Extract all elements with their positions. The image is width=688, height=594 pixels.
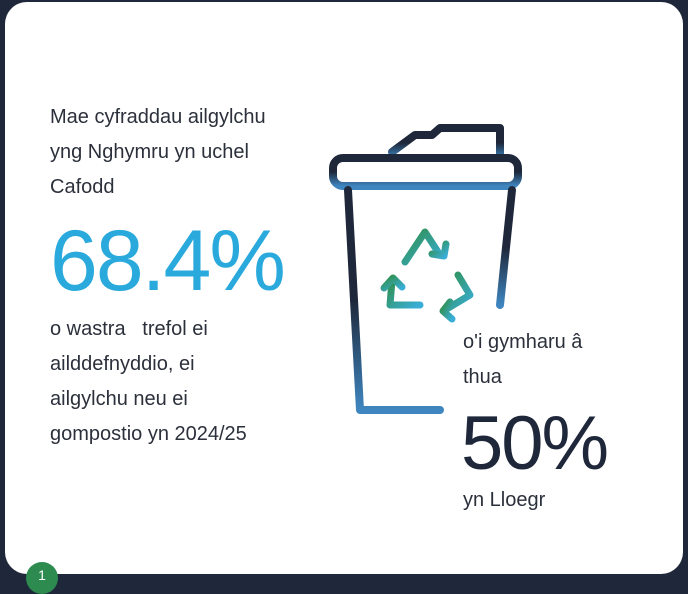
page: Mae cyfraddau ailgylchu yng Nghymru yn u…: [0, 0, 688, 580]
intro-line: yng Nghymru yn uchel: [50, 135, 249, 169]
wales-value: 68.4%: [50, 212, 284, 311]
wales-line: ailgylchu neu ei: [50, 382, 188, 416]
wales-line: o wastra trefol ei: [50, 312, 208, 346]
page-badge: 1: [26, 562, 58, 594]
intro-line: Cafodd: [50, 170, 115, 204]
england-tail: yn Lloegr: [463, 483, 545, 517]
england-value: 50%: [461, 400, 607, 487]
intro-line: Mae cyfraddau ailgylchu: [50, 100, 266, 134]
england-lead: o'i gymharu â: [463, 325, 582, 359]
wales-line: ailddefnyddio, ei: [50, 347, 195, 381]
england-lead: thua: [463, 360, 502, 394]
wales-line: gompostio yn 2024/25: [50, 417, 247, 451]
